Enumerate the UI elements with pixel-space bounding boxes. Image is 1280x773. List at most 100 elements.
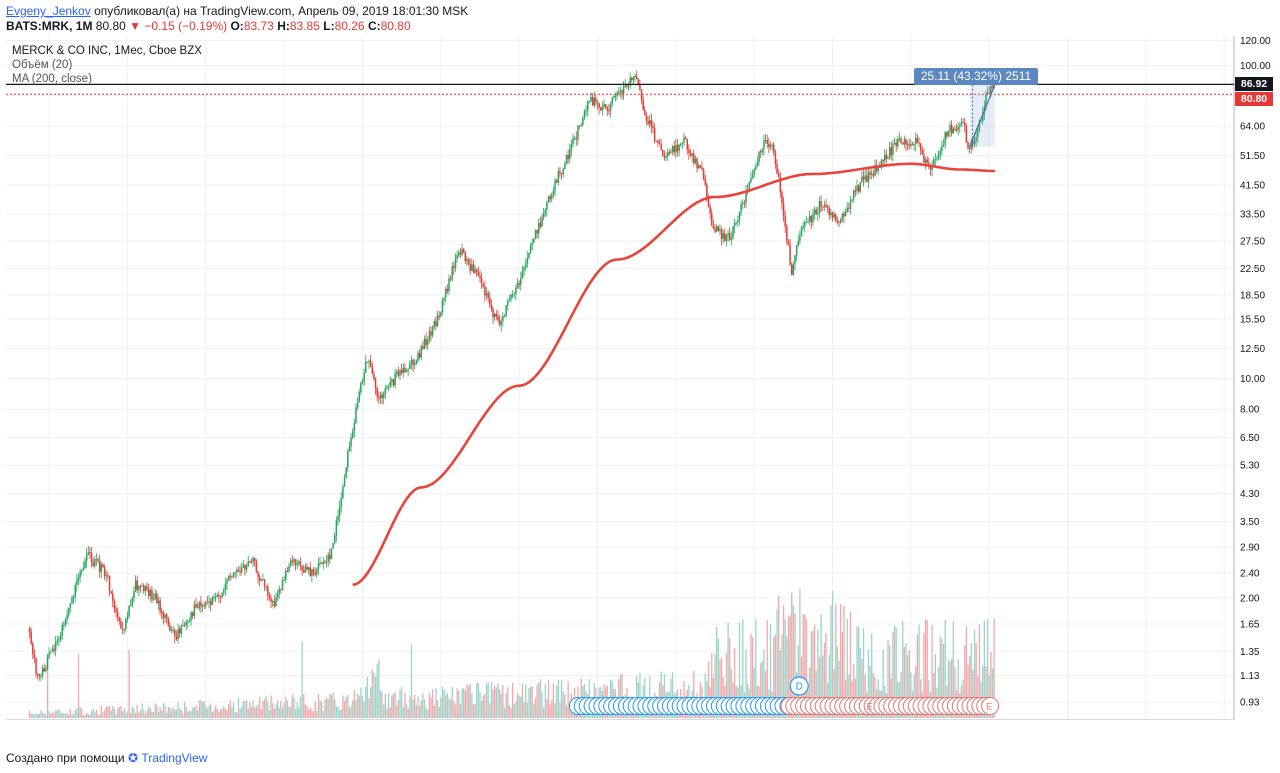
y-tick-label: 27.50	[1240, 237, 1265, 248]
volume-bar	[409, 696, 411, 718]
legend-volume[interactable]: Объём (20)	[12, 59, 73, 71]
candle-body	[833, 214, 835, 218]
footer-brand[interactable]: TradingView	[141, 751, 208, 765]
candle-body	[480, 278, 483, 284]
volume-bar	[495, 687, 497, 718]
volume-bar	[69, 708, 72, 718]
volume-bar	[529, 686, 532, 718]
volume-bar	[902, 620, 904, 718]
volume-bar	[379, 689, 382, 718]
legend-symbol[interactable]: MERCK & CO INC, 1Мес, Cboe BZX	[12, 45, 202, 57]
volume-bar	[534, 697, 537, 718]
candle-body	[555, 180, 558, 183]
volume-bar	[130, 712, 132, 718]
candle-body	[906, 144, 909, 146]
volume-bar	[373, 672, 375, 718]
volume-bar	[397, 700, 400, 718]
candle-body	[152, 598, 155, 600]
candle-body	[534, 230, 537, 239]
volume-bar	[459, 703, 462, 718]
volume-bar	[231, 707, 233, 718]
candle-body	[652, 126, 654, 129]
volume-bar	[293, 697, 295, 718]
volume-bar	[569, 702, 571, 718]
candle-body	[738, 211, 741, 220]
candle-body	[790, 264, 793, 275]
candle-body	[921, 150, 924, 155]
volume-bar	[329, 694, 331, 718]
low-value: 80.26	[334, 19, 365, 33]
down-arrow-icon: ▼	[129, 19, 142, 33]
volume-bar	[138, 713, 140, 718]
volume-bar	[133, 708, 135, 718]
candle-body	[683, 137, 685, 143]
y-tick-label: 1.65	[1240, 619, 1260, 630]
candle-body	[227, 575, 230, 581]
volume-bar	[964, 645, 966, 718]
volume-bar	[776, 609, 778, 718]
candle-body	[97, 559, 99, 562]
candle-body	[129, 604, 132, 607]
volume-bar	[232, 702, 235, 718]
author-link[interactable]: Evgeny_Jenkov	[6, 4, 91, 18]
candle-body	[937, 153, 940, 159]
y-tick-label: 100.00	[1240, 61, 1271, 72]
volume-bar	[361, 695, 364, 718]
volume-bar	[461, 689, 463, 718]
candle-body	[435, 321, 437, 327]
volume-bar	[913, 674, 915, 718]
candle-body	[631, 77, 633, 81]
candle-body	[786, 226, 788, 242]
candle-body	[962, 122, 964, 124]
volume-bar	[110, 710, 112, 718]
volume-bar	[157, 712, 160, 718]
volume-bar	[159, 707, 161, 718]
volume-bar	[477, 682, 480, 718]
candle-body	[257, 572, 259, 577]
candle-body	[714, 228, 716, 232]
candle-body	[412, 359, 414, 366]
chart-area[interactable]: 0.93 1.13 1.35 1.65 2.00 2.40 2.90 3.50 4.30 5.30…	[6, 36, 1271, 720]
candle-body	[857, 185, 860, 192]
candle-body	[751, 175, 754, 178]
volume-bar	[451, 686, 453, 718]
volume-bar	[786, 636, 788, 718]
volume-bar	[536, 684, 538, 718]
volume-bar	[294, 708, 297, 718]
candle-body	[529, 245, 532, 253]
candle-body	[613, 96, 615, 98]
volume-bar	[503, 707, 506, 718]
candle-body	[422, 346, 424, 349]
candle-body	[725, 234, 728, 241]
volume-bar	[407, 708, 409, 718]
volume-bar	[820, 614, 822, 718]
volume-bar	[841, 631, 843, 718]
candle-body	[740, 203, 742, 212]
volume-bar	[730, 668, 733, 718]
volume-bar	[146, 710, 148, 718]
volume-bar	[244, 701, 246, 718]
candle-body	[373, 373, 375, 379]
volume-bar	[180, 709, 182, 718]
candle-body	[316, 569, 318, 575]
volume-bar	[281, 707, 284, 718]
volume-bar	[476, 683, 478, 718]
candle-body	[702, 169, 705, 179]
candle-body	[970, 141, 973, 149]
volume-bar	[154, 703, 156, 718]
volume-bar	[794, 613, 796, 718]
legend-ma[interactable]: MA (200, close)	[12, 73, 92, 85]
volume-bar	[41, 713, 44, 718]
candle-body	[291, 560, 294, 562]
candle-body	[490, 304, 493, 309]
candle-body	[162, 612, 165, 619]
candle-body	[485, 293, 488, 296]
chart-svg[interactable]: 0.93 1.13 1.35 1.65 2.00 2.40 2.90 3.50 4.30 5.30…	[6, 36, 1280, 720]
volume-bar	[123, 708, 125, 718]
candle-body	[195, 604, 197, 608]
candle-body	[472, 264, 475, 273]
candle-body	[35, 658, 37, 674]
candle-body	[635, 75, 638, 80]
candle-body	[249, 561, 251, 563]
volume-bar	[241, 706, 243, 718]
